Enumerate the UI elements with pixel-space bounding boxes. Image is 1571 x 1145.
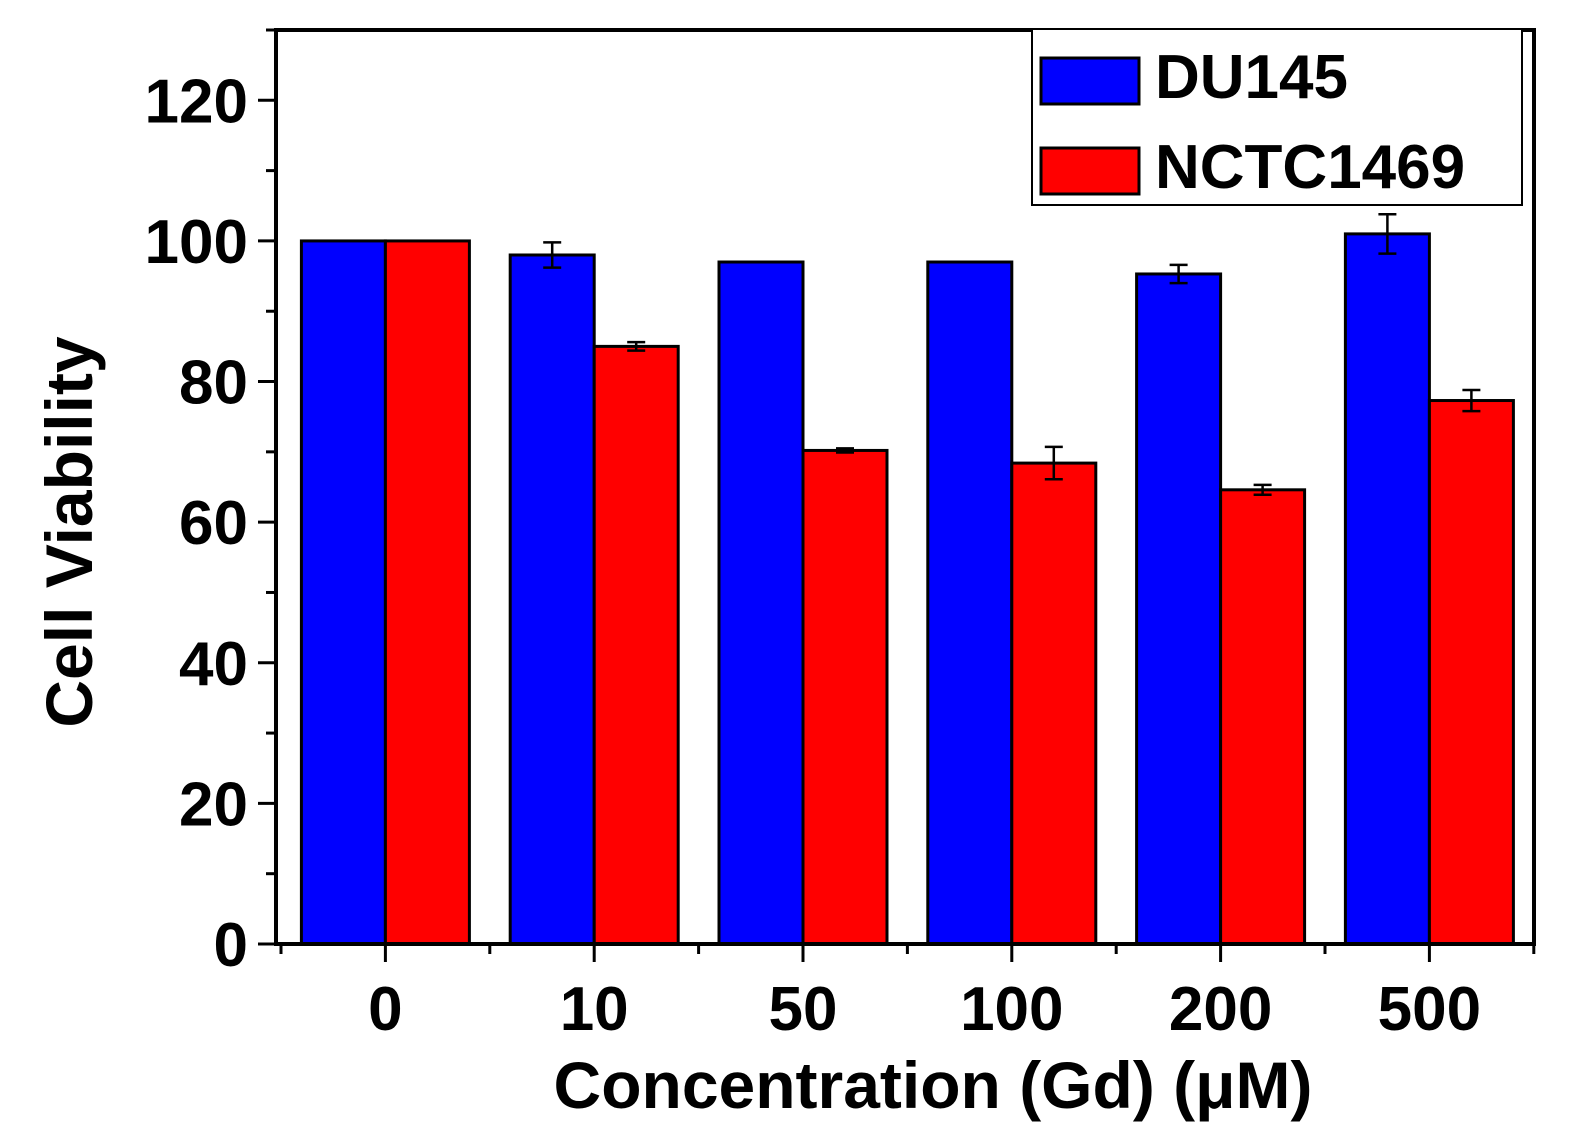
ticks-layer bbox=[258, 28, 1536, 962]
error-bar-nctc1469-500 bbox=[1462, 388, 1481, 413]
x-tick-label-50: 50 bbox=[769, 975, 838, 1044]
bars-layer bbox=[299, 232, 1515, 946]
bar-du145-0 bbox=[299, 239, 387, 946]
error-bars-layer bbox=[543, 212, 1481, 496]
legend-swatch-du145 bbox=[1039, 56, 1141, 106]
error-bar-du145-200 bbox=[1169, 263, 1188, 285]
bar-du145-500 bbox=[1343, 232, 1431, 946]
x-tick-label-200: 200 bbox=[1169, 975, 1272, 1044]
bar-du145-10 bbox=[508, 253, 596, 946]
y-tick-label-20: 20 bbox=[179, 770, 248, 839]
error-bar-du145-500 bbox=[1378, 212, 1397, 255]
bar-du145-50 bbox=[717, 260, 805, 946]
x-axis-title: Concentration (Gd) (μM) bbox=[554, 1048, 1313, 1122]
plot-frame bbox=[274, 28, 1536, 946]
x-tick-label-100: 100 bbox=[960, 975, 1063, 1044]
error-bar-nctc1469-100 bbox=[1044, 445, 1063, 481]
y-tick-label-120: 120 bbox=[145, 67, 248, 136]
error-bar-du145-10 bbox=[543, 241, 562, 269]
x-tick-label-10: 10 bbox=[560, 975, 629, 1044]
tick-labels-layer: 0 20 40 60 80 100 120 0 10 50 100 200 500 bbox=[145, 67, 1482, 1044]
legend-label-nctc1469: NCTC1469 bbox=[1155, 133, 1465, 202]
bar-nctc1469-10 bbox=[592, 344, 680, 946]
bar-nctc1469-500 bbox=[1427, 399, 1515, 946]
bar-du145-100 bbox=[926, 260, 1014, 946]
error-bar-nctc1469-50 bbox=[836, 447, 854, 454]
legend: DU145 NCTC1469 bbox=[1031, 28, 1523, 206]
bar-nctc1469-200 bbox=[1219, 488, 1307, 946]
legend-label-du145: DU145 bbox=[1155, 43, 1348, 112]
y-tick-label-80: 80 bbox=[179, 349, 248, 418]
bar-du145-200 bbox=[1135, 272, 1223, 946]
y-tick-label-40: 40 bbox=[179, 630, 248, 699]
error-bar-nctc1469-200 bbox=[1253, 483, 1272, 496]
bar-nctc1469-50 bbox=[801, 448, 889, 946]
y-tick-label-0: 0 bbox=[214, 911, 248, 980]
legend-swatch-nctc1469 bbox=[1039, 146, 1141, 196]
x-tick-label-500: 500 bbox=[1378, 975, 1481, 1044]
y-tick-label-100: 100 bbox=[145, 208, 248, 277]
y-axis-title: Cell Viability bbox=[32, 336, 106, 728]
y-tick-label-60: 60 bbox=[179, 489, 248, 558]
bar-nctc1469-100 bbox=[1010, 461, 1098, 946]
x-tick-label-0: 0 bbox=[368, 975, 402, 1044]
bar-nctc1469-0 bbox=[383, 239, 471, 946]
error-bar-nctc1469-10 bbox=[627, 340, 646, 352]
